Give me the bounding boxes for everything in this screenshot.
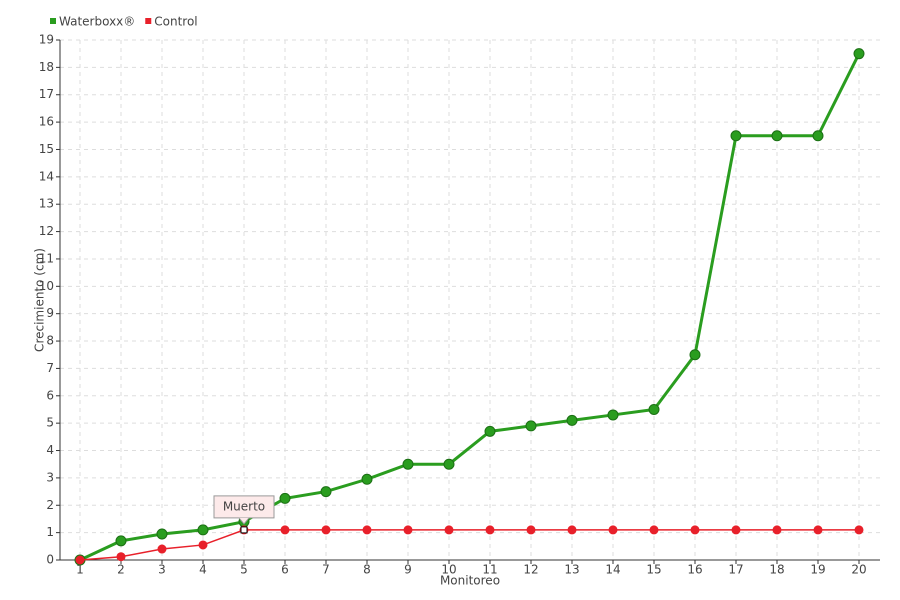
data-point xyxy=(854,525,864,535)
x-tick-label: 1 xyxy=(76,563,84,577)
data-point xyxy=(526,525,536,535)
series-line xyxy=(79,529,859,561)
data-point xyxy=(402,458,414,470)
data-point xyxy=(812,130,824,142)
data-point xyxy=(197,524,209,536)
data-point xyxy=(731,525,741,535)
x-tick-label: 7 xyxy=(322,563,330,577)
data-point xyxy=(771,130,783,142)
data-point xyxy=(115,535,127,547)
legend-swatch xyxy=(50,18,56,24)
y-tick-label: 1 xyxy=(46,525,54,539)
y-tick-label: 11 xyxy=(39,251,54,265)
data-point xyxy=(525,420,537,432)
x-tick-label: 6 xyxy=(281,563,289,577)
x-axis-label: Monitoreo xyxy=(440,574,500,588)
data-point xyxy=(485,525,495,535)
y-tick-label: 13 xyxy=(39,197,54,211)
y-tick-label: 16 xyxy=(39,115,54,129)
y-tick-label: 9 xyxy=(46,306,54,320)
y-tick-label: 10 xyxy=(39,279,54,293)
y-tick-label: 0 xyxy=(46,553,54,567)
x-tick-label: 15 xyxy=(646,563,661,577)
data-point xyxy=(116,552,126,562)
data-point xyxy=(443,458,455,470)
data-point xyxy=(156,528,168,540)
data-point xyxy=(280,525,290,535)
legend-label: Control xyxy=(154,15,197,29)
data-point xyxy=(607,409,619,421)
data-point xyxy=(690,525,700,535)
data-point xyxy=(321,525,331,535)
x-tick-label: 9 xyxy=(404,563,412,577)
x-tick-label: 2 xyxy=(117,563,125,577)
data-point xyxy=(198,540,208,550)
x-tick-label: 5 xyxy=(240,563,248,577)
data-point xyxy=(608,525,618,535)
y-tick-label: 8 xyxy=(46,334,54,348)
y-tick-label: 19 xyxy=(39,33,54,47)
y-tick-label: 2 xyxy=(46,498,54,512)
x-tick-label: 19 xyxy=(810,563,825,577)
y-axis-label: Crecimiento (cm) xyxy=(33,248,47,352)
y-tick-label: 12 xyxy=(39,224,54,238)
data-point xyxy=(361,473,373,485)
x-tick-label: 12 xyxy=(523,563,538,577)
x-tick-label: 16 xyxy=(687,563,702,577)
data-point xyxy=(157,544,167,554)
y-tick-label: 3 xyxy=(46,470,54,484)
y-tick-label: 15 xyxy=(39,142,54,156)
x-tick-label: 18 xyxy=(769,563,784,577)
x-tick-label: 11 xyxy=(482,563,497,577)
data-point xyxy=(730,130,742,142)
data-point xyxy=(566,414,578,426)
y-tick-label: 17 xyxy=(39,87,54,101)
x-tick-label: 14 xyxy=(605,563,620,577)
x-tick-label: 8 xyxy=(363,563,371,577)
y-tick-label: 7 xyxy=(46,361,54,375)
data-point xyxy=(279,492,291,504)
data-point xyxy=(813,525,823,535)
data-point xyxy=(853,48,865,60)
x-tick-label: 10 xyxy=(441,563,456,577)
annotation-pointer xyxy=(238,517,250,525)
x-tick-label: 4 xyxy=(199,563,207,577)
data-point xyxy=(75,555,85,565)
data-point xyxy=(772,525,782,535)
y-tick-label: 14 xyxy=(39,169,54,183)
data-point xyxy=(648,403,660,415)
data-point xyxy=(567,525,577,535)
legend-label: Waterboxx® xyxy=(59,15,135,29)
x-tick-label: 13 xyxy=(564,563,579,577)
annotation: Muerto xyxy=(223,499,265,513)
y-tick-label: 5 xyxy=(46,416,54,430)
y-tick-label: 18 xyxy=(39,60,54,74)
data-point xyxy=(444,525,454,535)
y-tick-label: 6 xyxy=(46,388,54,402)
data-point xyxy=(649,525,659,535)
data-point xyxy=(362,525,372,535)
data-point xyxy=(484,425,496,437)
data-point xyxy=(689,349,701,361)
x-tick-label: 17 xyxy=(728,563,743,577)
y-tick-label: 4 xyxy=(46,443,54,457)
data-point xyxy=(403,525,413,535)
series-line xyxy=(79,53,861,562)
x-tick-label: 20 xyxy=(851,563,866,577)
annotation-marker xyxy=(240,526,248,534)
legend-swatch xyxy=(145,18,152,24)
data-point xyxy=(320,486,332,498)
x-tick-label: 3 xyxy=(158,563,166,577)
